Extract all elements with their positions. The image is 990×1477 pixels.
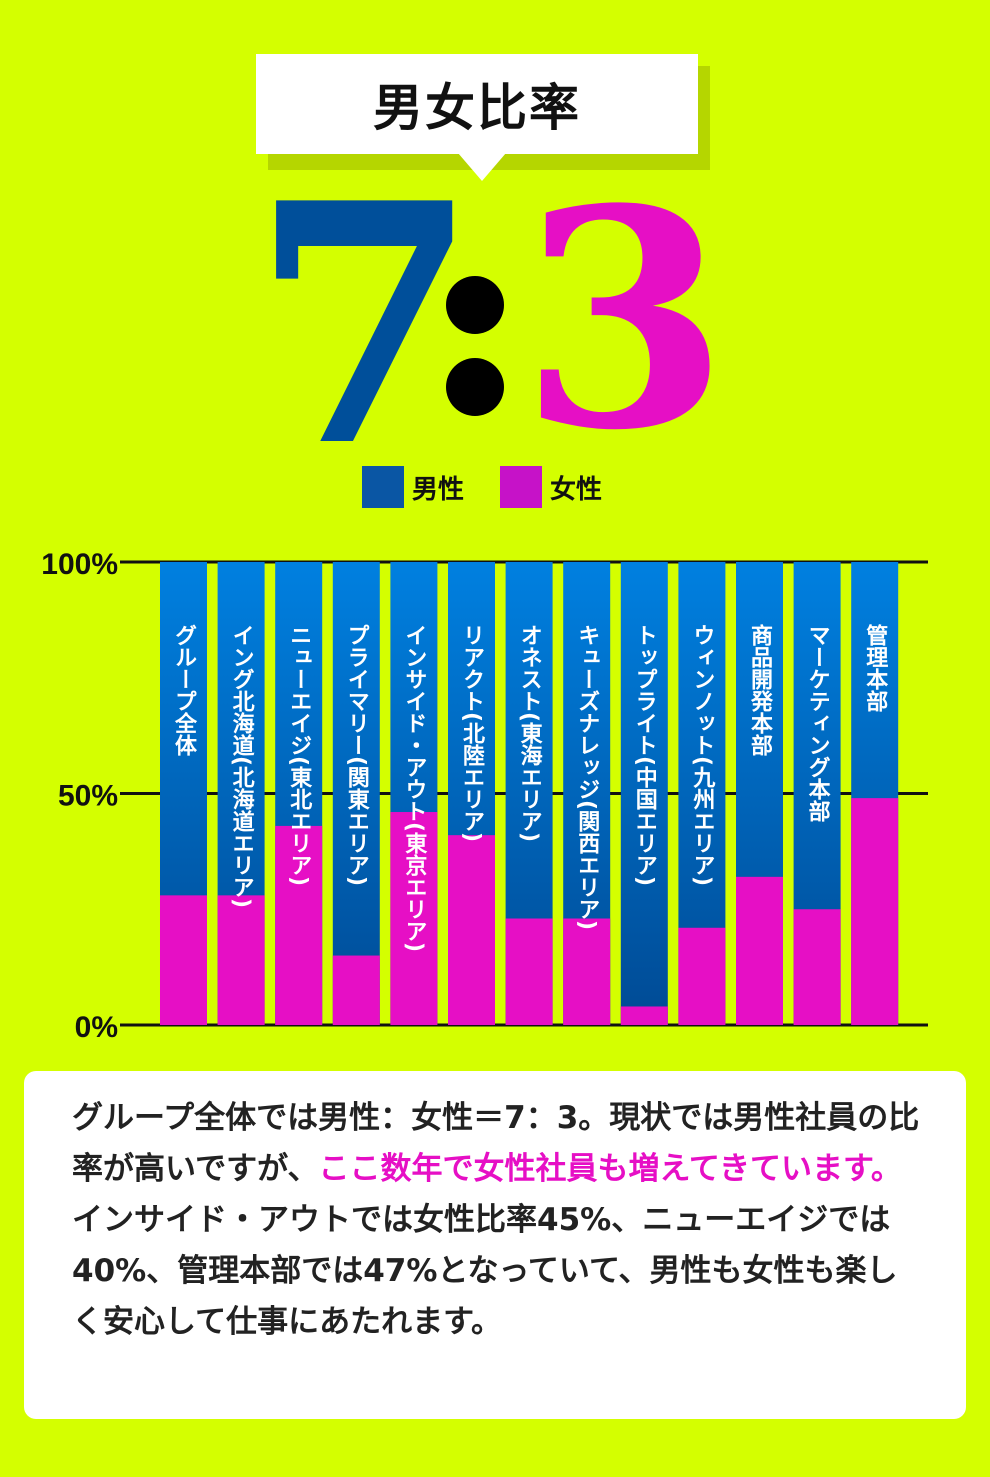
y-tick-label: 0%	[75, 1011, 118, 1044]
bar-female	[275, 825, 323, 1025]
description-text: グループ全体では男性：女性＝7：3。現状では男性社員の比率が高いですが、ここ数年…	[72, 1093, 926, 1348]
ratio-male: 7	[250, 131, 480, 519]
category-label: オネスト(東海エリア)	[517, 624, 543, 842]
bar-female	[563, 918, 611, 1025]
ratio-colon-dot-bottom	[446, 358, 504, 416]
category-label: ウィンノット(九州エリア)	[689, 624, 716, 886]
bar-female	[793, 909, 841, 1025]
category-label: 商品開発本部	[747, 623, 774, 756]
category-label: グループ全体	[171, 624, 198, 756]
legend-label-female: 女性	[550, 474, 603, 505]
description-part1: グループ全体では男性：女性＝7：3。現状では男性社員の比率が高いですが、	[72, 1100, 920, 1187]
legend-swatch-female	[500, 466, 543, 508]
category-label: イング北海道(北海道エリア)	[229, 624, 255, 908]
legend-male: 男性	[362, 466, 464, 508]
bar-female	[736, 876, 783, 1025]
category-label: キューズナレッジ(関西エリア)	[574, 624, 600, 930]
category-label: トップライト(中国エリア)	[632, 624, 657, 886]
description-highlight: ここ数年で女性社員も増えてきています。	[318, 1151, 902, 1187]
legend: 男性 女性	[362, 466, 602, 508]
description-part2: インサイド・アウトでは女性比率45%、ニューエイジでは40%、管理本部では47%…	[72, 1202, 898, 1340]
ratio-colon-dot-top	[446, 276, 504, 334]
bar-female	[160, 895, 207, 1025]
page-title: 男女比率	[373, 79, 581, 137]
legend-female: 女性	[500, 466, 602, 508]
category-label: リアクト(北陸エリア)	[459, 624, 485, 842]
bar-female	[217, 895, 265, 1025]
bar-female	[332, 955, 380, 1025]
category-label: ニューエイジ(東北エリア)	[286, 624, 312, 886]
bar-female	[851, 798, 899, 1025]
title-pointer	[458, 153, 506, 181]
legend-swatch-male	[362, 466, 404, 508]
bar-male	[620, 562, 668, 1025]
category-label: インサイド・アウト(東京エリア)	[401, 624, 427, 952]
title-box: 男女比率	[256, 54, 698, 154]
category-label: プライマリー(関東エリア)	[344, 624, 370, 886]
bar-female	[620, 1006, 668, 1025]
bar-female	[505, 918, 553, 1025]
bar-chart: 0% 50% 100% グループ全体 イング北海道(北海道エリア) ニューエイジ(東北エリ…	[41, 548, 928, 1044]
category-label: マーケティング本部	[805, 624, 831, 822]
bar-male	[332, 562, 380, 1025]
ratio-female: 3	[520, 143, 729, 496]
bar-female	[390, 812, 438, 1025]
y-tick-label: 50%	[58, 780, 118, 813]
legend-label-male: 男性	[412, 474, 465, 505]
bar-female	[448, 835, 495, 1025]
y-tick-label: 100%	[41, 548, 118, 581]
description-box: グループ全体では男性：女性＝7：3。現状では男性社員の比率が高いですが、ここ数年…	[24, 1071, 966, 1419]
category-label: 管理本部	[862, 623, 888, 712]
bar-female	[678, 927, 726, 1025]
